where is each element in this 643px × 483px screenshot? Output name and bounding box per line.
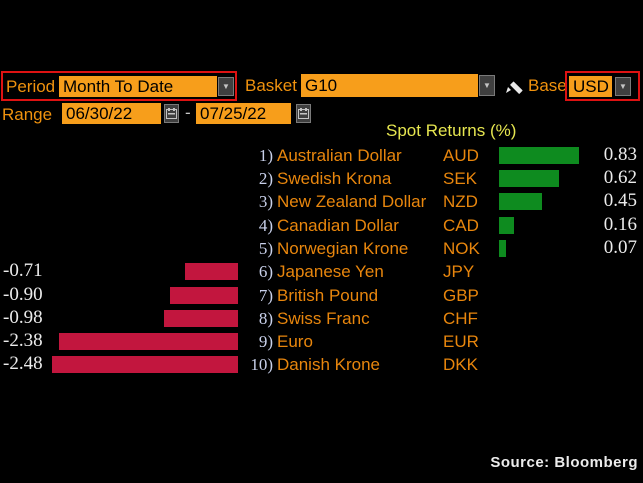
row-number: 1)	[258, 146, 273, 165]
return-bar	[499, 240, 506, 257]
currency-code: NZD	[443, 192, 478, 211]
return-value: 0.45	[603, 190, 637, 211]
range-end-input[interactable]: 07/25/22	[196, 103, 291, 124]
pencil-icon	[506, 81, 523, 94]
currency-code: DKK	[443, 355, 478, 374]
base-group-highlight: USD ▼	[565, 71, 640, 101]
row-number: 10)	[250, 355, 273, 374]
return-bar	[164, 310, 238, 327]
row-number: 6)	[258, 262, 273, 281]
currency-code: AUD	[443, 146, 479, 165]
return-bar	[499, 217, 514, 234]
source-credit: Source: Bloomberg	[490, 454, 638, 471]
return-value: 0.16	[603, 214, 637, 235]
row-number: 7)	[258, 286, 273, 305]
return-bar	[499, 170, 559, 187]
currency-name: Japanese Yen	[277, 262, 384, 281]
range-end-calendar-button[interactable]	[296, 104, 311, 123]
currency-code: SEK	[443, 169, 478, 188]
basket-dropdown-button[interactable]: ▼	[479, 75, 495, 96]
return-value: -0.90	[3, 284, 43, 305]
currency-code: JPY	[443, 262, 475, 281]
base-label: Base	[528, 76, 567, 95]
calendar-icon	[298, 108, 309, 119]
return-value: -0.98	[3, 307, 43, 328]
period-label: Period	[6, 77, 56, 96]
period-dropdown-button[interactable]: ▼	[218, 77, 234, 96]
currency-name: Euro	[277, 332, 313, 351]
chart-title: Spot Returns (%)	[386, 121, 517, 140]
basket-select[interactable]: G10	[301, 74, 478, 97]
return-value: 0.62	[603, 167, 637, 188]
row-number: 8)	[258, 309, 273, 328]
currency-code: CHF	[443, 309, 478, 328]
chevron-down-icon: ▼	[222, 81, 230, 91]
return-value: -0.71	[3, 260, 43, 281]
currency-name: British Pound	[277, 286, 379, 305]
period-select[interactable]: Month To Date	[59, 76, 217, 97]
return-bar	[170, 287, 238, 304]
row-number: 9)	[258, 332, 273, 351]
currency-name: Canadian Dollar	[277, 216, 399, 235]
range-start-input[interactable]: 06/30/22	[62, 103, 161, 124]
base-select[interactable]: USD	[569, 76, 612, 97]
return-value: -2.38	[3, 330, 43, 351]
currency-name: Danish Krone	[277, 355, 381, 374]
range-separator: -	[185, 103, 191, 122]
currency-name: Swiss Franc	[277, 309, 370, 328]
currency-code: GBP	[443, 286, 479, 305]
currency-name: New Zealand Dollar	[277, 192, 427, 211]
chevron-down-icon: ▼	[619, 81, 627, 91]
return-bar	[59, 333, 238, 350]
currency-name: Norwegian Krone	[277, 239, 409, 258]
return-value: 0.07	[603, 237, 637, 258]
range-start-calendar-button[interactable]	[164, 104, 179, 123]
currency-code: CAD	[443, 216, 479, 235]
return-bar	[499, 193, 542, 210]
return-bar	[499, 147, 579, 164]
currency-name: Swedish Krona	[277, 169, 392, 188]
period-group-highlight: Period Month To Date ▼	[1, 71, 237, 101]
return-bar	[185, 263, 238, 280]
chevron-down-icon: ▼	[483, 80, 491, 90]
edit-basket-button[interactable]	[502, 73, 526, 97]
row-number: 3)	[258, 192, 273, 211]
calendar-icon	[166, 108, 177, 119]
currency-code: NOK	[443, 239, 480, 258]
range-label: Range	[2, 105, 53, 124]
row-number: 4)	[258, 216, 273, 235]
row-number: 2)	[258, 169, 273, 188]
row-number: 5)	[258, 239, 273, 258]
currency-code: EUR	[443, 332, 479, 351]
currency-name: Australian Dollar	[277, 146, 402, 165]
return-value: -2.48	[3, 353, 43, 374]
base-dropdown-button[interactable]: ▼	[615, 77, 631, 96]
return-value: 0.83	[603, 144, 637, 165]
basket-label: Basket	[245, 76, 297, 95]
return-bar	[52, 356, 238, 373]
